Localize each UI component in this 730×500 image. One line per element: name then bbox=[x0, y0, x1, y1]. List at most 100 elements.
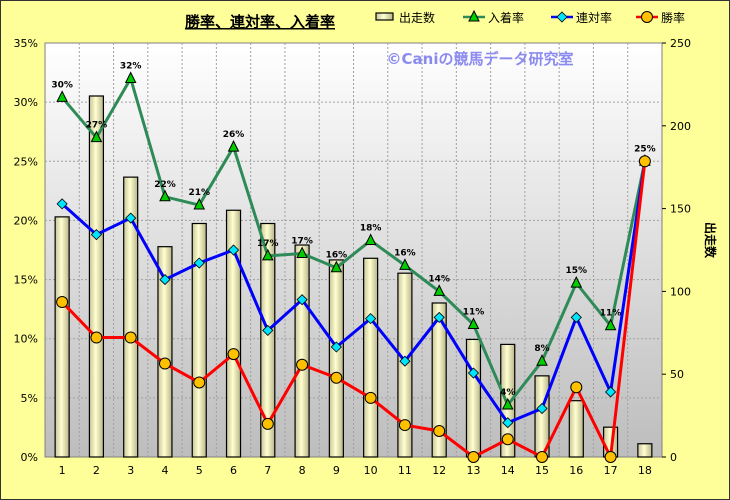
legend-label: 連対率 bbox=[576, 10, 612, 25]
data-point bbox=[90, 229, 102, 241]
y-left-tick-label: 35% bbox=[14, 37, 38, 50]
data-label: 21% bbox=[188, 188, 210, 198]
bar-runners bbox=[294, 244, 310, 458]
legend: 出走数 入着率 連対率 勝率 bbox=[375, 9, 685, 25]
data-point bbox=[467, 451, 480, 463]
bar-runners bbox=[431, 302, 447, 458]
x-tick-label: 17 bbox=[604, 464, 618, 477]
data-point bbox=[399, 258, 411, 270]
y-right-tick-label: 150 bbox=[670, 203, 691, 216]
bar-runners bbox=[328, 259, 344, 458]
data-point bbox=[193, 257, 205, 269]
x-tick-label: 15 bbox=[535, 464, 549, 477]
data-point bbox=[365, 313, 377, 325]
legend-marker bbox=[641, 11, 653, 23]
x-tick-label: 10 bbox=[364, 464, 378, 477]
bar-runners bbox=[465, 338, 482, 458]
bar-runners bbox=[191, 222, 207, 458]
data-point bbox=[536, 451, 549, 463]
data-point bbox=[227, 244, 240, 256]
series-line bbox=[61, 161, 647, 463]
data-label: 32% bbox=[120, 61, 142, 71]
data-point bbox=[570, 381, 583, 394]
y-right-tick-label: 200 bbox=[670, 120, 691, 133]
data-point bbox=[364, 233, 377, 246]
x-tick-label: 8 bbox=[299, 464, 306, 477]
data-label: 16% bbox=[326, 251, 348, 261]
chart-title: 勝率、連対率、入着率 bbox=[185, 13, 335, 31]
y-right-tick-label: 50 bbox=[670, 368, 684, 381]
legend-swatch bbox=[375, 12, 394, 21]
data-point bbox=[433, 284, 446, 296]
bar-runners bbox=[225, 209, 242, 458]
x-tick-label: 14 bbox=[501, 464, 515, 477]
bar-runners bbox=[363, 257, 379, 458]
data-label: 11% bbox=[600, 309, 622, 319]
y-right-tick-label: 250 bbox=[670, 37, 691, 50]
x-tick-label: 4 bbox=[161, 464, 168, 477]
legend-label: 入着率 bbox=[488, 10, 524, 25]
data-point bbox=[227, 348, 240, 361]
data-point bbox=[159, 274, 171, 286]
data-label: 8% bbox=[534, 344, 549, 354]
bar-runners bbox=[637, 443, 653, 458]
data-point bbox=[193, 376, 206, 389]
data-point bbox=[261, 417, 274, 430]
x-tick-label: 5 bbox=[196, 464, 203, 477]
data-point bbox=[502, 417, 514, 429]
y-left-tick-label: 10% bbox=[14, 333, 38, 346]
data-point bbox=[330, 260, 343, 273]
data-point bbox=[605, 386, 617, 398]
bar-runners bbox=[568, 400, 584, 458]
data-point bbox=[124, 71, 137, 83]
data-label: 26% bbox=[223, 130, 245, 140]
data-point bbox=[125, 212, 137, 224]
x-tick-label: 6 bbox=[230, 464, 237, 477]
data-label: 16% bbox=[394, 248, 416, 258]
data-point bbox=[193, 197, 206, 210]
data-point bbox=[433, 311, 445, 323]
data-point bbox=[433, 424, 446, 437]
data-label: 15% bbox=[566, 266, 588, 276]
y-right-tick-label: 0 bbox=[670, 451, 677, 464]
data-label: 4% bbox=[500, 388, 515, 398]
bar-runners bbox=[54, 216, 70, 458]
y-right-label: 出走数 bbox=[703, 222, 718, 259]
data-label: 27% bbox=[86, 121, 108, 131]
data-point bbox=[261, 248, 274, 261]
data-label: 22% bbox=[154, 180, 176, 190]
series-line bbox=[61, 161, 647, 425]
data-point bbox=[536, 354, 548, 366]
data-point bbox=[467, 317, 480, 330]
data-label: 18% bbox=[360, 224, 382, 234]
data-label: 17% bbox=[291, 237, 313, 247]
data-point bbox=[501, 397, 514, 410]
data-point bbox=[56, 296, 69, 309]
series-line bbox=[60, 74, 647, 408]
x-tick-label: 7 bbox=[264, 464, 271, 477]
data-point bbox=[501, 433, 514, 446]
y-left-tick-label: 15% bbox=[14, 274, 38, 287]
data-point bbox=[296, 294, 308, 306]
data-point bbox=[398, 419, 411, 432]
x-tick-label: 3 bbox=[127, 464, 134, 477]
data-point bbox=[330, 371, 343, 384]
data-point bbox=[262, 324, 274, 336]
x-tick-label: 2 bbox=[93, 464, 100, 477]
data-point bbox=[90, 130, 103, 143]
legend-marker bbox=[556, 11, 568, 23]
data-point bbox=[570, 311, 582, 323]
data-point bbox=[124, 331, 137, 344]
legend-label: 勝率 bbox=[661, 10, 685, 25]
x-tick-label: 16 bbox=[569, 464, 583, 477]
y-left-tick-label: 20% bbox=[14, 214, 38, 227]
data-point bbox=[364, 391, 377, 404]
y-left-tick-label: 30% bbox=[14, 96, 38, 109]
data-label: 14% bbox=[428, 274, 450, 284]
x-tick-label: 12 bbox=[432, 464, 446, 477]
x-tick-label: 9 bbox=[333, 464, 340, 477]
data-point bbox=[296, 358, 309, 371]
y-left-tick-label: 0% bbox=[21, 451, 38, 464]
data-label: 25% bbox=[634, 144, 656, 154]
